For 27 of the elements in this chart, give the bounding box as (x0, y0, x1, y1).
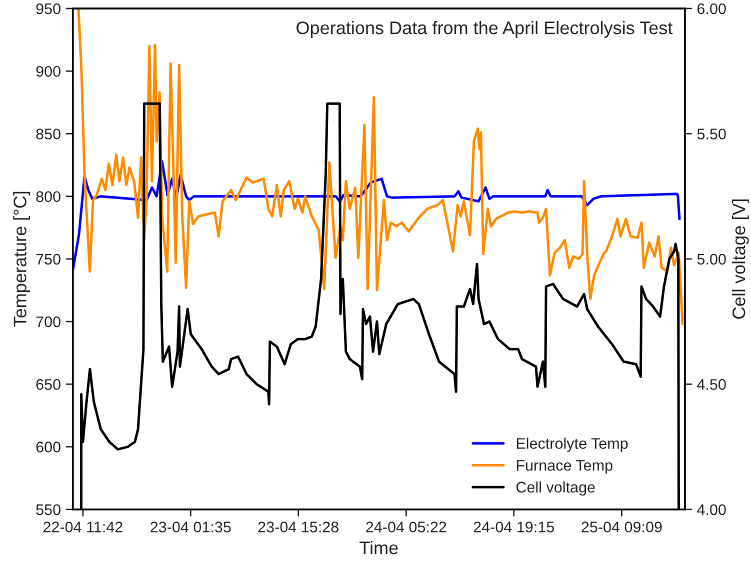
text: Operations Data from the April Electrolysis Test (296, 21, 673, 38)
legend-label: Electrolyte Temp (516, 438, 628, 452)
y2-tick-label: 5.50 (697, 128, 726, 140)
x-tick-label: 24-04 05:22 (366, 522, 446, 532)
y2-tick-label: 4.50 (697, 379, 726, 390)
y2-tick-label: 6.00 (697, 3, 726, 14)
x-tick-label: 23-04 15:28 (258, 522, 338, 532)
y-axis-title: Temperature [°C] (13, 192, 30, 327)
x-tick-label: 22-04 11:42 (43, 522, 122, 532)
y2-tick-label: 5.00 (697, 254, 726, 265)
y-tick-label: 600 (36, 442, 60, 452)
y-tick-label: 900 (36, 66, 60, 77)
legend-label: Cell voltage (516, 481, 595, 496)
y-tick-label: 700 (36, 316, 60, 328)
y-tick-label: 650 (36, 379, 60, 390)
legend-label: Furnace Temp (516, 460, 612, 474)
y2-tick-label: 4.00 (697, 504, 726, 516)
y-tick-label: 850 (36, 128, 60, 140)
x-tick-label: 23-04 01:35 (150, 522, 231, 532)
x-axis-title: Time (360, 541, 398, 554)
y2-axis-title: Cell voltage [V] (732, 200, 749, 319)
x-tick-label: 24-04 19:15 (474, 522, 554, 532)
y-tick-label: 800 (36, 191, 60, 202)
y-tick-label: 950 (36, 3, 60, 14)
x-tick-label: 25-04 09:09 (582, 522, 662, 532)
y-tick-label: 550 (36, 504, 60, 516)
y-tick-label: 750 (36, 254, 60, 265)
